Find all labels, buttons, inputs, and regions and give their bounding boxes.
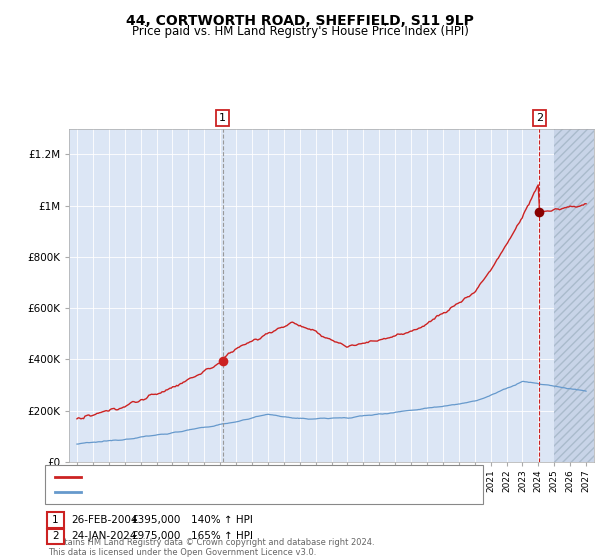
- Text: 44, CORTWORTH ROAD, SHEFFIELD, S11 9LP: 44, CORTWORTH ROAD, SHEFFIELD, S11 9LP: [126, 14, 474, 28]
- Text: 1: 1: [219, 113, 226, 123]
- Bar: [554, 129, 594, 462]
- Text: Price paid vs. HM Land Registry's House Price Index (HPI): Price paid vs. HM Land Registry's House …: [131, 25, 469, 38]
- Text: 2: 2: [52, 531, 59, 542]
- Text: 140% ↑ HPI: 140% ↑ HPI: [191, 515, 253, 525]
- Text: 24-JAN-2024: 24-JAN-2024: [71, 531, 137, 542]
- Text: 26-FEB-2004: 26-FEB-2004: [71, 515, 138, 525]
- Text: 165% ↑ HPI: 165% ↑ HPI: [191, 531, 253, 542]
- Text: £395,000: £395,000: [131, 515, 181, 525]
- Text: £975,000: £975,000: [131, 531, 181, 542]
- Text: 2: 2: [536, 113, 543, 123]
- Text: 1: 1: [52, 515, 59, 525]
- Text: 44, CORTWORTH ROAD, SHEFFIELD, S11 9LP (detached house): 44, CORTWORTH ROAD, SHEFFIELD, S11 9LP (…: [86, 472, 393, 482]
- Text: HPI: Average price, detached house, Sheffield: HPI: Average price, detached house, Shef…: [86, 487, 310, 497]
- Text: Contains HM Land Registry data © Crown copyright and database right 2024.
This d: Contains HM Land Registry data © Crown c…: [48, 538, 374, 557]
- Bar: [554, 129, 594, 462]
